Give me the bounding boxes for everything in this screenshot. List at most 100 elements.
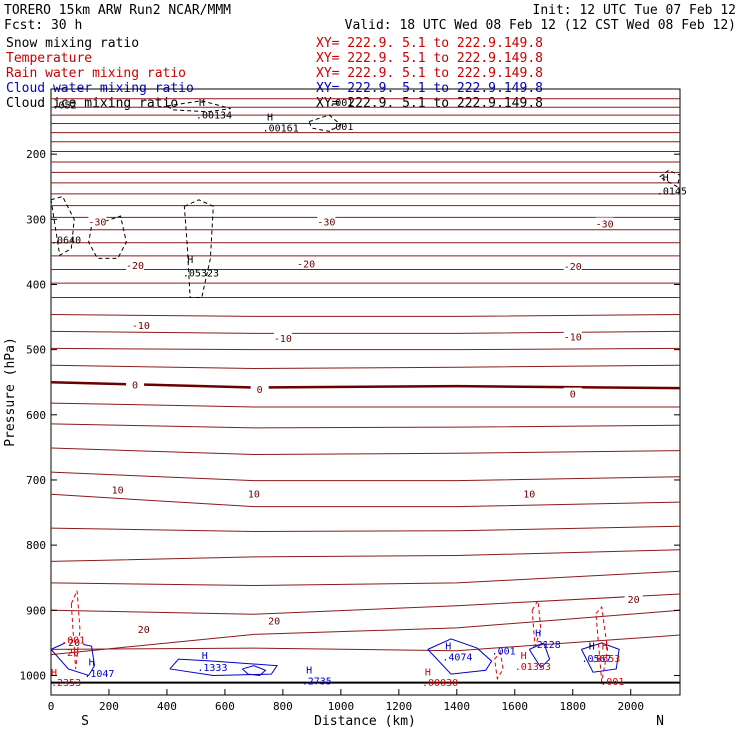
legend-temperature-xy: XY= 222.9. 5.1 to 222.9.149.8 (316, 51, 543, 66)
isotherm-line (50, 609, 681, 656)
isotherm-label-mask (265, 614, 284, 626)
maximum-marker: H (267, 112, 273, 123)
extremum-value-label: .05323 (183, 269, 219, 280)
isotherm-label: -20 (297, 259, 315, 270)
isotherm-line (50, 364, 681, 370)
isotherm-label: -10 (274, 334, 292, 345)
extremum-value-label: .00161 (263, 123, 299, 134)
model-title: TORERO 15km ARW Run2 NCAR/MMM (4, 3, 231, 18)
isotherm-line (50, 471, 681, 482)
isotherm-line (50, 549, 681, 562)
isotherm-label-mask (244, 487, 263, 499)
x-tick-label: 1200 (386, 700, 413, 713)
isotherm-label: 10 (248, 489, 260, 500)
extremum-value-label: .2735 (302, 677, 332, 688)
isotherm-label-mask (88, 215, 107, 227)
isotherm-label-mask (126, 259, 145, 271)
isotherm-label: 20 (138, 625, 150, 636)
extremum-value-label: .00134 (196, 110, 232, 121)
extremum-value-label: .001 (600, 677, 624, 688)
x-axis-title: Distance (km) (314, 714, 416, 729)
isotherm-label: -20 (564, 262, 582, 273)
isotherm-label-mask (563, 330, 582, 342)
isotherm-label: 10 (523, 489, 535, 500)
x-tick-label: 1800 (560, 700, 587, 713)
legend-cloud-ice-label: Cloud ice mixing ratio (6, 96, 178, 111)
legend-rain-label: Rain water mixing ratio (6, 66, 186, 81)
mixing-ratio-contour (70, 590, 81, 669)
x-tick-label: 2000 (617, 700, 644, 713)
maximum-marker: H (51, 668, 57, 679)
extremum-value-label: .001 (492, 647, 516, 658)
isotherm-label-mask (65, 635, 84, 647)
extremum-value-label: .001 (329, 122, 353, 133)
mixing-ratio-contour (88, 215, 127, 259)
legend-snow-xy: XY= 222.9. 5.1 to 222.9.149.8 (316, 36, 543, 51)
legend-snow-label: Snow mixing ratio (6, 36, 139, 51)
isotherm-label: -10 (564, 332, 582, 343)
maximum-marker: H (521, 651, 527, 662)
extremum-value-label: .00030 (422, 678, 458, 689)
isotherm-line (50, 525, 681, 532)
maximum-marker: H (187, 255, 193, 266)
legend-rain-xy: XY= 222.9. 5.1 to 222.9.149.8 (316, 66, 543, 81)
x-tick-label: 800 (273, 700, 293, 713)
forecast-hour: Fcst: 30 h (4, 18, 82, 33)
extremum-value-label: .001 (329, 98, 353, 109)
maximum-marker: H (425, 667, 431, 678)
mixing-ratio-contour (241, 665, 267, 676)
isotherm-label-mask (624, 592, 643, 604)
isotherm-label-mask (595, 217, 614, 229)
isotherm-label: -30 (596, 220, 614, 231)
hydrometeor-contour-layer (50, 100, 681, 683)
legend: Snow mixing ratio XY= 222.9. 5.1 to 222.… (6, 36, 543, 111)
maximum-marker: H (306, 665, 312, 676)
isotherm-label-mask (134, 622, 153, 634)
mixing-ratio-contour (659, 169, 681, 188)
isotherm-label: 20 (68, 638, 80, 649)
isotherm-line (50, 447, 681, 456)
isotherm-label: 10 (112, 485, 124, 496)
legend-temperature-label: Temperature (6, 51, 92, 66)
extremum-value-label: .052 (52, 101, 76, 112)
y-tick-label: 500 (26, 344, 46, 357)
extremum-value-label: .0640 (51, 235, 81, 246)
x-tick-label: 600 (215, 700, 235, 713)
x-tick-label: 400 (157, 700, 177, 713)
extremum-value-label: .2353 (51, 678, 81, 689)
valid-time: Valid: 18 UTC Wed 08 Feb 12 (12 CST Wed … (345, 18, 736, 33)
isotherm-label-mask (273, 332, 292, 344)
isotherm-line (50, 313, 681, 317)
isotherm-label-mask (126, 378, 145, 390)
isotherm-line (50, 347, 681, 351)
isotherm-layer (50, 98, 681, 656)
maximum-marker: H (202, 651, 208, 662)
maximum-marker: H (445, 641, 451, 652)
y-tick-label: 600 (26, 409, 46, 422)
extremum-value-label: .0145 (657, 187, 687, 198)
x-end-label-north: N (656, 714, 664, 729)
isotherm-label-mask (563, 387, 582, 399)
extremum-value-label: .0567 (581, 654, 611, 665)
extremum-value-label: .4074 (442, 652, 472, 663)
zero-isotherm (50, 380, 681, 390)
isotherm-label: -20 (126, 261, 144, 272)
extremum-value-label: .0653 (590, 654, 620, 665)
isotherm-label-mask (250, 383, 269, 395)
isotherm-line (50, 593, 681, 615)
isotherm-line (50, 402, 680, 408)
y-tick-label: 800 (26, 539, 46, 552)
mixing-ratio-contour (493, 651, 504, 681)
x-tick-label: 200 (99, 700, 119, 713)
maximum-marker: H (663, 173, 669, 184)
mixing-ratio-contour (427, 638, 493, 675)
x-tick-label: 1600 (502, 700, 529, 713)
x-axis: 0 200 400 600 800 1000 1200 1400 1600 1800 2000 (48, 689, 644, 713)
isotherm-line (50, 493, 681, 508)
x-tick-label: 1000 (328, 700, 355, 713)
init-time: Init: 12 UTC Tue 07 Feb 12 (533, 3, 737, 18)
maximum-marker: H (89, 658, 95, 669)
isotherm-label: 20 (268, 616, 280, 627)
